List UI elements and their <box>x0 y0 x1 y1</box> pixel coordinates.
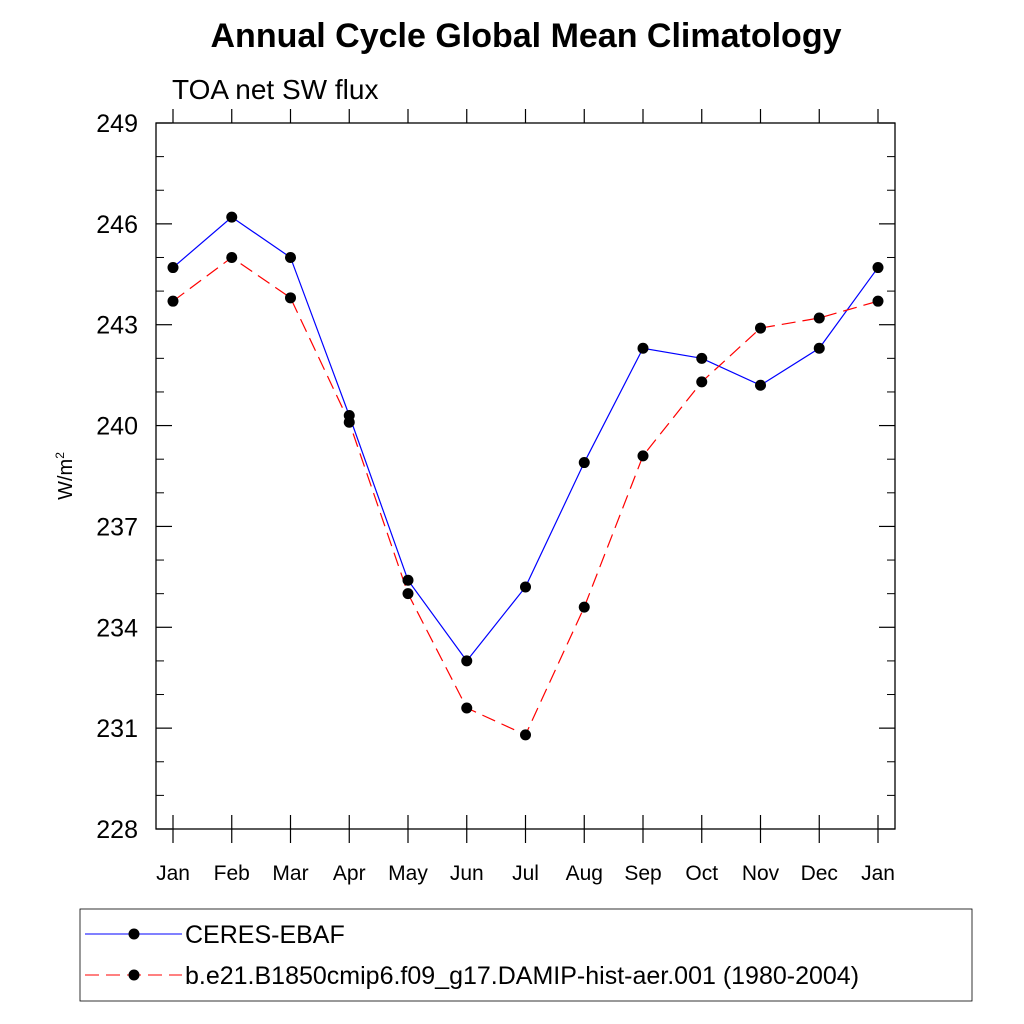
x-tick-label: Mar <box>272 862 308 885</box>
chart-subtitle: TOA net SW flux <box>172 74 378 105</box>
data-point <box>696 376 708 388</box>
data-point <box>402 574 414 586</box>
data-point <box>226 251 238 263</box>
data-point <box>167 262 179 274</box>
x-tick-label: Oct <box>685 862 718 885</box>
x-tick-label: May <box>388 862 428 885</box>
y-tick-label: 234 <box>96 614 138 642</box>
data-point <box>755 379 766 391</box>
legend-marker-model <box>128 969 140 981</box>
legend-marker-ceres <box>128 928 140 940</box>
x-tick-label: Aug <box>566 862 603 885</box>
series-line-0 <box>172 216 879 662</box>
x-tick-label: Sep <box>624 862 661 885</box>
y-axis-label-unit: W/m <box>55 459 77 500</box>
y-tick-label: 237 <box>96 513 138 541</box>
data-point <box>872 262 884 274</box>
y-tick-label: 231 <box>96 715 138 743</box>
minor-ticks <box>156 156 895 796</box>
data-point <box>520 729 531 741</box>
y-tick-label: 228 <box>96 816 138 844</box>
data-point <box>578 601 590 613</box>
x-tick-label: Apr <box>333 862 366 885</box>
x-tick-label: Jun <box>450 862 484 885</box>
x-tick-label: Dec <box>801 862 838 885</box>
x-tick-label: Feb <box>214 862 250 885</box>
chart-title: Annual Cycle Global Mean Climatology <box>211 17 842 55</box>
x-tick-label: Jan <box>156 862 190 885</box>
plot-frame <box>155 122 896 830</box>
y-axis-label-superscript: 2 <box>53 452 67 459</box>
data-point <box>343 416 355 428</box>
legend-label-model: b.e21.B1850cmip6.f09_g17.DAMIP-hist-aer.… <box>185 962 859 990</box>
series-line-1 <box>172 256 879 736</box>
y-tick-label: 249 <box>96 110 138 138</box>
series-points <box>167 211 884 741</box>
series-lines <box>172 216 879 736</box>
plot-area <box>155 122 896 830</box>
data-point <box>813 342 825 354</box>
data-point <box>167 295 179 307</box>
data-point <box>402 588 414 600</box>
x-axis: Jan Feb Mar Apr May Jun Jul Aug Sep Oct Nov Dec Jan <box>156 109 895 885</box>
legend: CERES-EBAF b.e21.B1850cmip6.f09_g17.DAMI… <box>79 908 973 1002</box>
data-point <box>285 292 296 304</box>
data-point <box>461 655 473 667</box>
data-point <box>872 295 884 307</box>
x-tick-label: Jul <box>512 862 539 885</box>
data-point <box>696 352 708 364</box>
legend-box <box>79 908 973 1002</box>
x-tick-label: Nov <box>742 862 780 885</box>
data-point <box>578 457 590 469</box>
y-tick-label: 240 <box>96 413 138 441</box>
data-point <box>637 342 649 354</box>
data-point <box>285 251 296 263</box>
data-point <box>226 211 238 223</box>
y-tick-label: 243 <box>96 312 138 340</box>
data-point <box>461 702 473 714</box>
y-axis-label: W/m2 <box>53 452 77 500</box>
data-point <box>813 312 825 324</box>
legend-label-ceres: CERES-EBAF <box>185 921 345 949</box>
y-axis: 228 231 234 237 240 243 246 249 <box>96 110 895 844</box>
y-tick-label: 246 <box>96 211 138 239</box>
data-point <box>755 322 766 334</box>
data-point <box>637 450 649 462</box>
x-tick-label: Jan <box>861 862 895 885</box>
data-point <box>520 581 531 593</box>
